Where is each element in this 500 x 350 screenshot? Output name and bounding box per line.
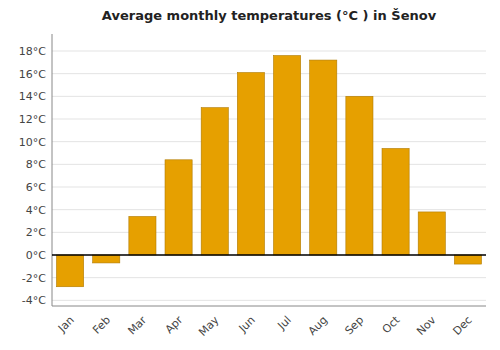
x-tick-label: Mar — [125, 313, 149, 337]
grid-line — [52, 141, 486, 142]
y-tick-label: -4°C — [22, 294, 46, 307]
bar — [382, 148, 409, 255]
grid-line — [52, 164, 486, 165]
y-tick-label: 12°C — [19, 113, 46, 126]
chart-container: Average monthly temperatures (°C ) in Še… — [0, 0, 500, 350]
y-tick-label: 16°C — [19, 68, 46, 81]
bar — [274, 56, 301, 255]
bar — [418, 212, 445, 255]
grid-line — [52, 209, 486, 210]
bars — [57, 56, 482, 287]
x-tick-label: Jul — [275, 314, 294, 333]
x-tick-label: May — [196, 313, 222, 339]
bar — [237, 73, 264, 255]
y-tick-label: 0°C — [26, 249, 46, 262]
y-tick-label: 6°C — [26, 181, 46, 194]
bar — [454, 255, 481, 264]
x-axis: Jan Feb Mar Apr May Jun Jul Aug Sep Oct Nov Dec — [52, 306, 486, 339]
x-tick-label: Jun — [236, 314, 258, 336]
y-tick-label: 18°C — [19, 45, 46, 58]
y-tick-label: 10°C — [19, 136, 46, 149]
grid-line — [52, 277, 486, 278]
chart-title: Average monthly temperatures (°C ) in Še… — [102, 8, 437, 23]
bar — [93, 255, 120, 263]
zero-line — [52, 254, 486, 256]
x-tick-label: Aug — [306, 314, 330, 338]
grid-line — [52, 255, 486, 256]
grid-line — [52, 300, 486, 301]
x-tick-label: Jan — [55, 314, 77, 336]
x-axis-line — [52, 306, 486, 307]
chart-svg: Average monthly temperatures (°C ) in Še… — [0, 0, 500, 350]
y-tick-label: -2°C — [22, 272, 46, 285]
grid-line — [52, 73, 486, 74]
grid-line — [52, 119, 486, 120]
x-tick-label: Sep — [342, 314, 366, 338]
x-tick-label: Oct — [380, 313, 403, 336]
y-axis: -4°C -2°C 0°C 2°C 4°C 6°C 8°C 10°C 12°C 14°C 16°C 1… — [19, 34, 52, 307]
bar — [201, 108, 228, 255]
bar — [165, 160, 192, 255]
grid-line — [52, 96, 486, 97]
x-tick-label: Apr — [163, 313, 186, 336]
y-tick-label: 2°C — [26, 226, 46, 239]
bar — [57, 255, 84, 287]
y-axis-line — [52, 34, 53, 306]
y-tick-label: 4°C — [26, 204, 46, 217]
grid — [52, 51, 486, 300]
y-tick-label: 14°C — [19, 90, 46, 103]
y-tick-label: 8°C — [26, 158, 46, 171]
x-tick-label: Feb — [90, 314, 113, 337]
x-tick-label: Dec — [450, 314, 474, 338]
bar — [310, 60, 337, 255]
grid-line — [52, 187, 486, 188]
x-tick-label: Nov — [414, 313, 439, 338]
grid-line — [52, 51, 486, 52]
bar — [129, 216, 156, 255]
bar — [346, 96, 373, 255]
